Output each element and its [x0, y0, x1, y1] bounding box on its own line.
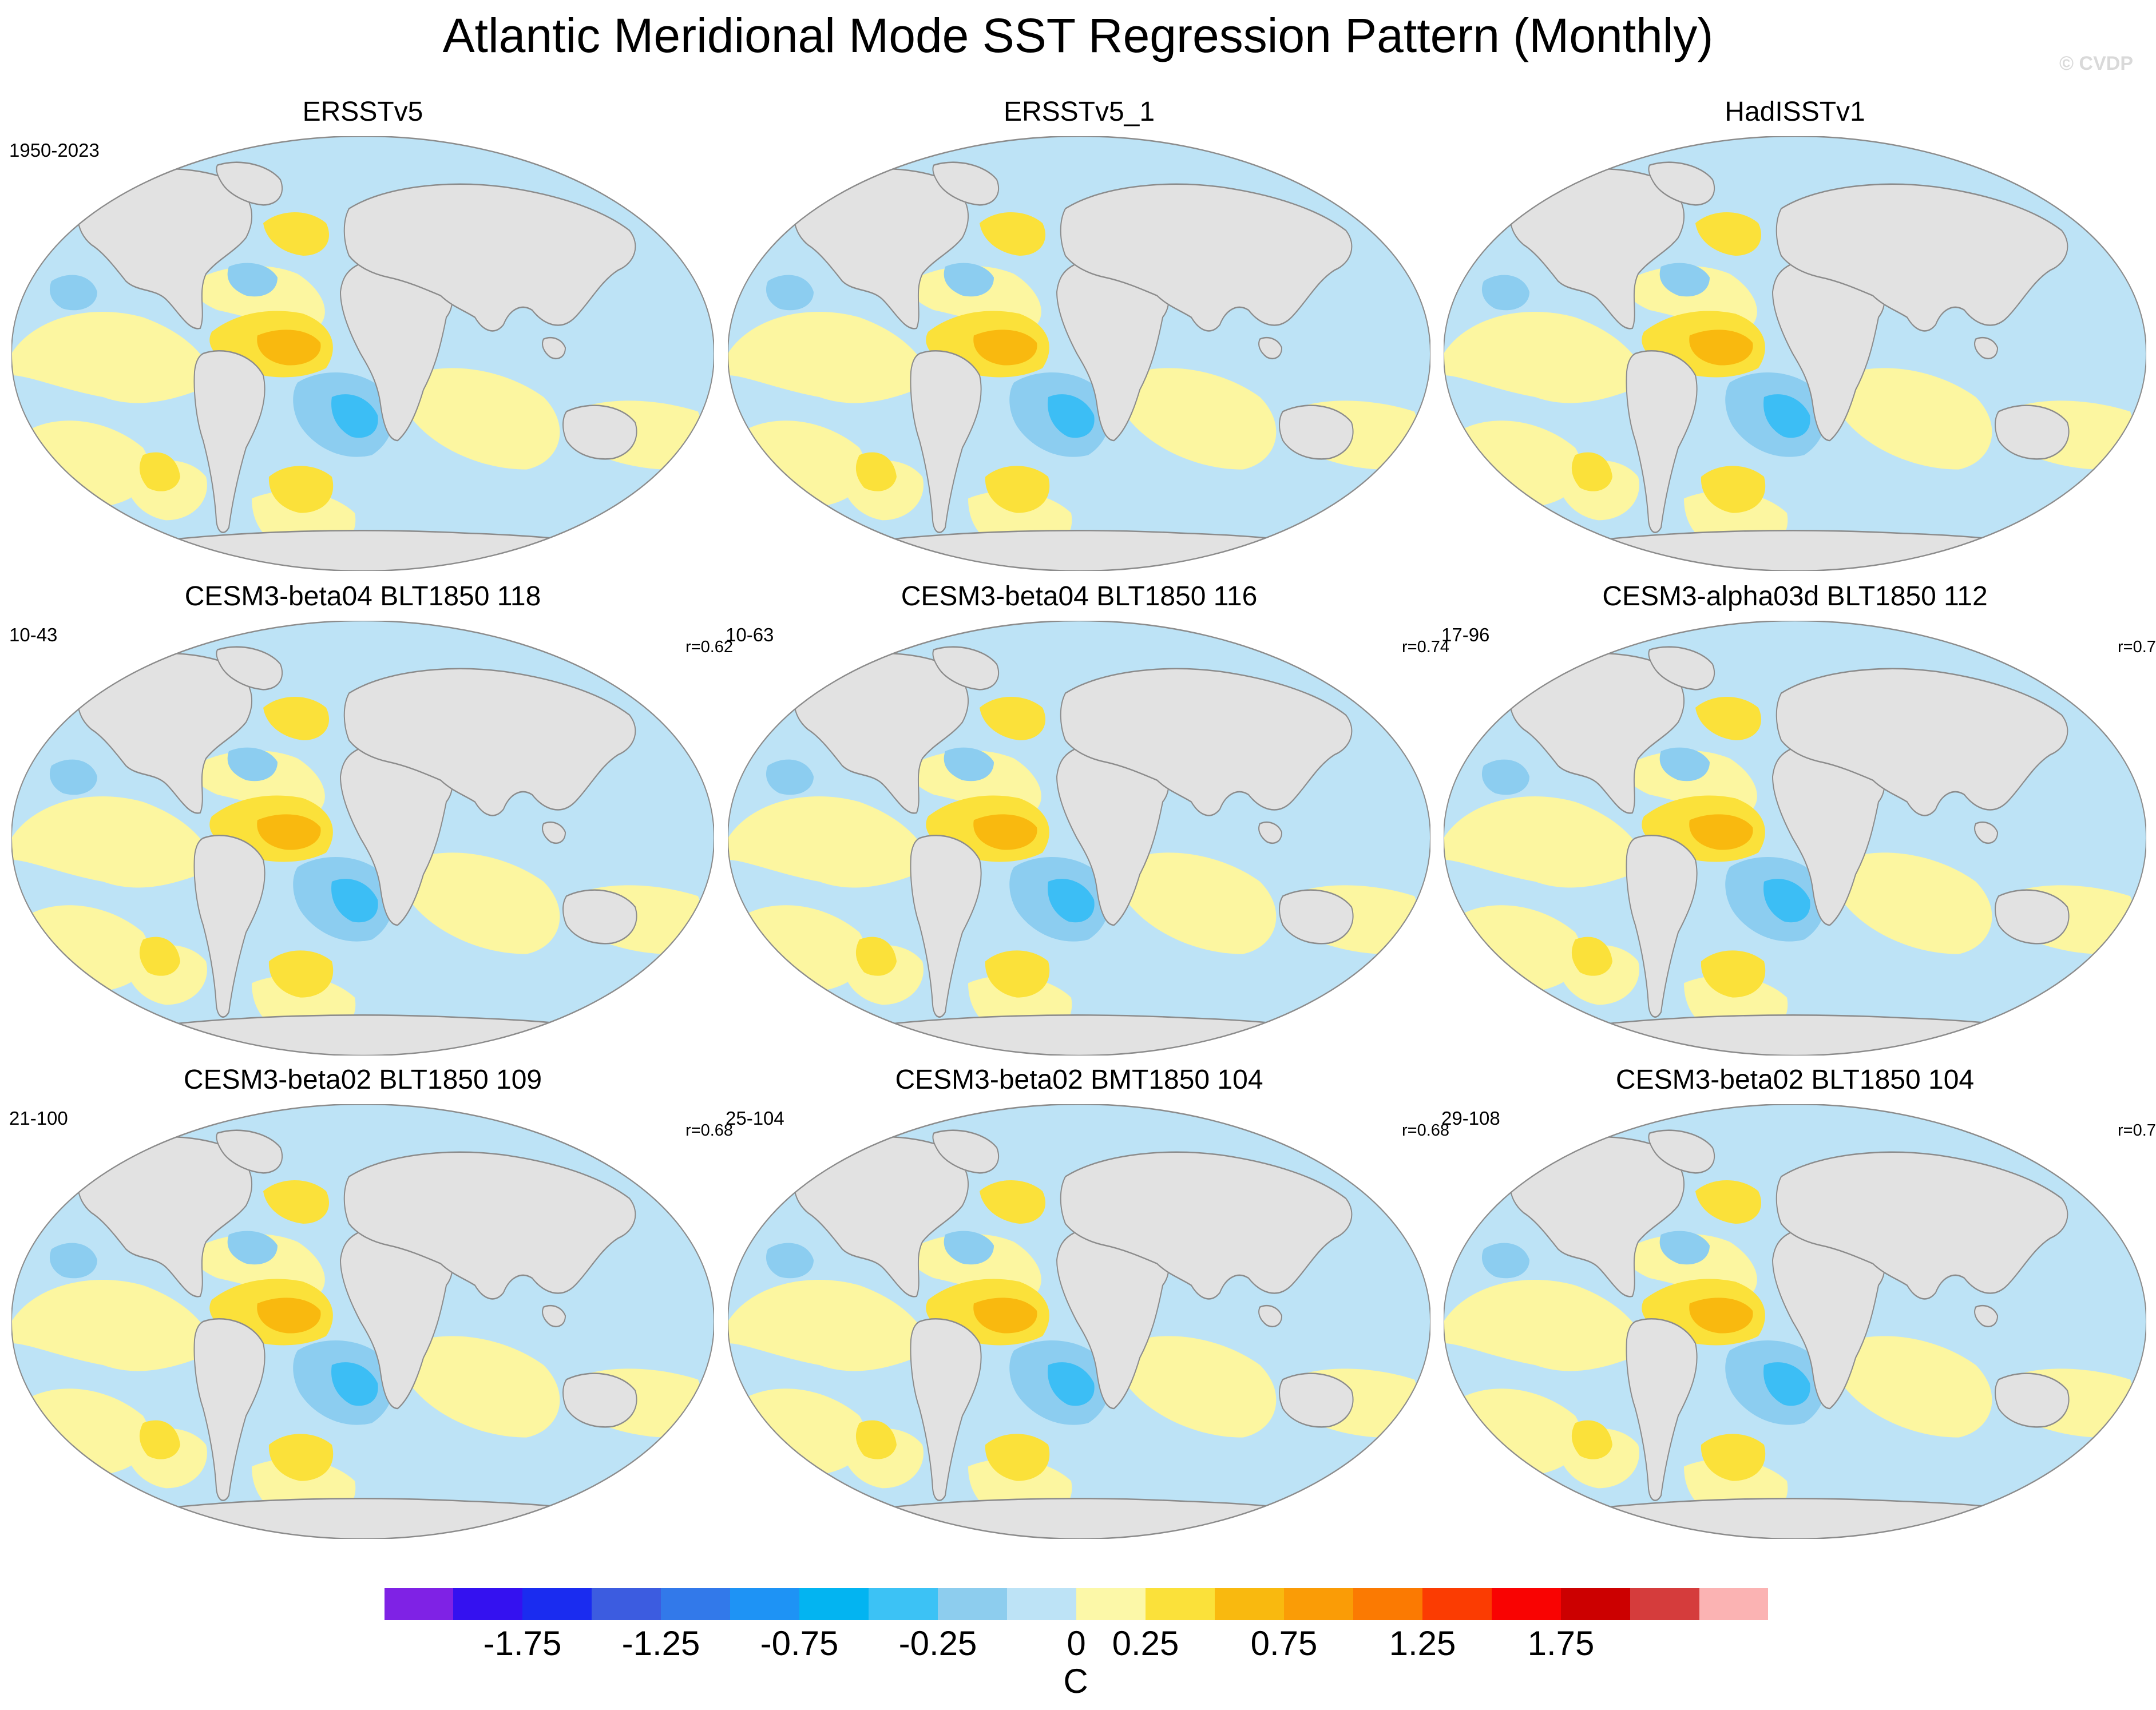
colorbar-swatch [592, 1588, 661, 1621]
panel-period: 10-43 [9, 624, 58, 645]
panel-correlation: r=0.7 [2118, 638, 2156, 656]
colorbar-swatch [1561, 1588, 1630, 1621]
panel-correlation: r=0.74 [1402, 638, 1450, 656]
panel-correlation: r=0.68 [685, 1121, 734, 1140]
colorbar-swatch [1353, 1588, 1422, 1621]
panel-period: 25-104 [726, 1108, 784, 1129]
colorbar-swatch [869, 1588, 938, 1621]
map-boundary [1444, 621, 2146, 1056]
panel-period: 29-108 [1441, 1108, 1500, 1129]
sst-regression-map [11, 136, 714, 571]
panel-correlation: r=0.68 [1402, 1121, 1450, 1140]
colorbar [384, 1588, 1769, 1624]
sst-regression-map [11, 621, 714, 1056]
colorbar-tick-label: 1.25 [1389, 1624, 1456, 1663]
panel-title: CESM3-beta02 BLT1850 104 [1615, 1065, 1975, 1095]
sst-regression-map [728, 1104, 1430, 1539]
colorbar-swatch [1284, 1588, 1353, 1621]
colorbar-swatch [1146, 1588, 1215, 1621]
colorbar-tick-label: 1.75 [1527, 1624, 1595, 1663]
colorbar-swatch [384, 1588, 453, 1621]
colorbar-swatch [661, 1588, 730, 1621]
map-boundary [11, 1104, 714, 1539]
map-boundary [11, 136, 714, 571]
panel-period: 10-63 [726, 624, 774, 645]
colorbar-tick-label: -0.25 [898, 1624, 977, 1663]
colorbar-swatches [384, 1588, 1769, 1621]
map-boundary [728, 1104, 1430, 1539]
map-boundary [1444, 136, 2146, 571]
colorbar-swatch [799, 1588, 869, 1621]
panel-title: ERSSTv5 [302, 97, 423, 127]
panel-title: CESM3-beta04 BLT1850 118 [184, 581, 541, 612]
colorbar-units-label: C [1063, 1662, 1088, 1700]
panel-correlation: r=0.7 [2118, 1121, 2156, 1140]
sst-regression-map [1444, 136, 2146, 571]
panel-title: CESM3-beta04 BLT1850 116 [901, 581, 1258, 612]
colorbar-tick-label: 0.25 [1112, 1624, 1179, 1663]
colorbar-tick-label: 0.75 [1250, 1624, 1318, 1663]
panel-title: ERSSTv5_1 [1003, 97, 1155, 127]
panel-correlation: r=0.62 [685, 638, 734, 656]
colorbar-swatch [1492, 1588, 1561, 1621]
colorbar-frame [384, 1588, 1769, 1621]
panel-title: CESM3-alpha03d BLT1850 112 [1602, 581, 1988, 612]
colorbar-swatch [1007, 1588, 1076, 1621]
colorbar-swatch [730, 1588, 799, 1621]
colorbar-swatch [453, 1588, 522, 1621]
panel-period: 21-100 [9, 1108, 68, 1129]
figure-title: Atlantic Meridional Mode SST Regression … [442, 9, 1714, 62]
colorbar-swatch [1422, 1588, 1492, 1621]
colorbar-tick-label: -1.75 [483, 1624, 562, 1663]
panel-period: 1950-2023 [9, 140, 100, 161]
panel-title: HadISSTv1 [1725, 97, 1865, 127]
colorbar-swatch [1630, 1588, 1699, 1621]
colorbar-tick-label: -0.75 [760, 1624, 839, 1663]
sst-regression-map [11, 1104, 714, 1539]
cvdp-watermark: © CVDP [2059, 53, 2133, 74]
colorbar-swatch [1215, 1588, 1284, 1621]
sst-regression-map [728, 621, 1430, 1056]
panel-period: 17-96 [1441, 624, 1490, 645]
colorbar-swatch [522, 1588, 592, 1621]
sst-regression-map [1444, 1104, 2146, 1539]
sst-regression-map [1444, 621, 2146, 1056]
colorbar-tick-label: -1.25 [621, 1624, 700, 1663]
map-boundary [728, 136, 1430, 571]
colorbar-swatch [938, 1588, 1007, 1621]
sst-regression-map [728, 136, 1430, 571]
colorbar-swatch [1699, 1588, 1769, 1621]
map-boundary [11, 621, 714, 1056]
map-boundary [1444, 1104, 2146, 1539]
panel-title: CESM3-beta02 BMT1850 104 [895, 1065, 1263, 1095]
map-boundary [728, 621, 1430, 1056]
panel-title: CESM3-beta02 BLT1850 109 [183, 1065, 542, 1095]
colorbar-tick-label: 0 [1067, 1624, 1086, 1663]
colorbar-swatch [1076, 1588, 1146, 1621]
